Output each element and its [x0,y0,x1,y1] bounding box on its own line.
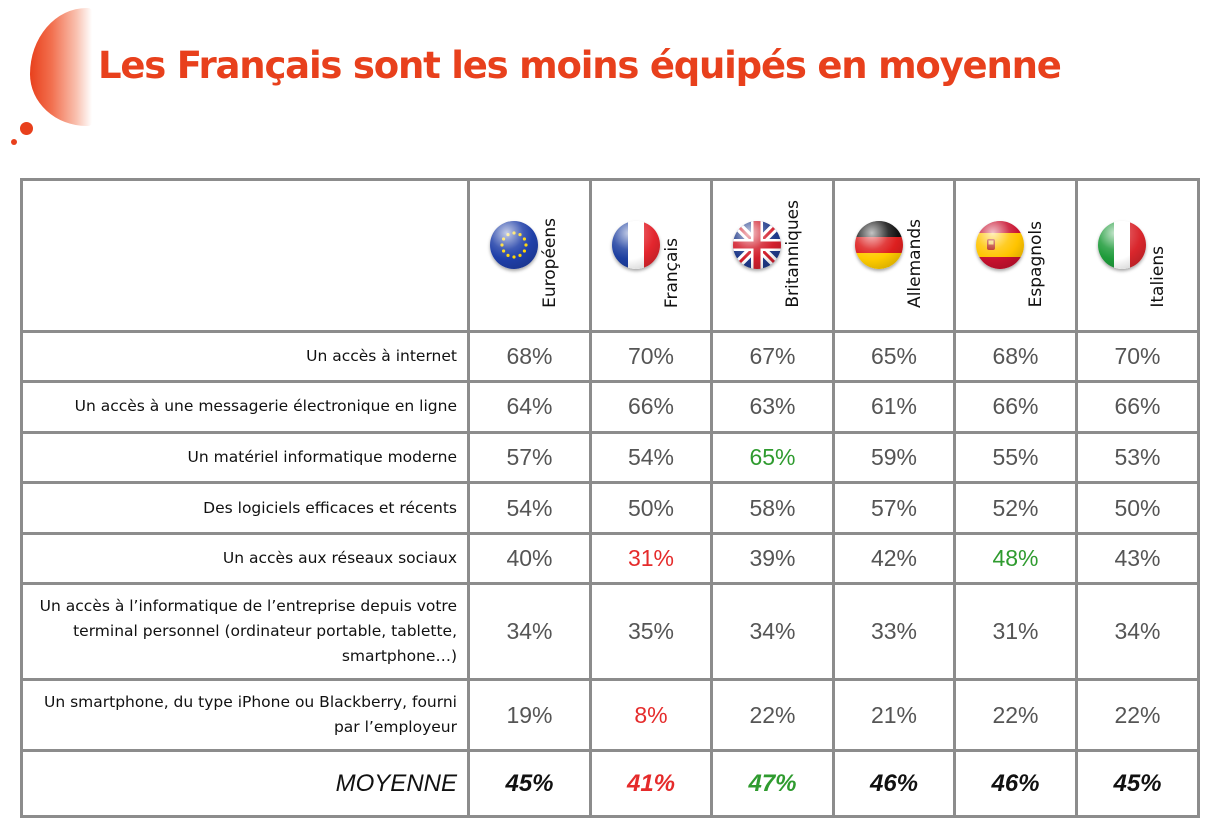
value-cell: 50% [589,481,713,535]
average-value: 45% [1075,749,1200,818]
row-label: Un accès aux réseaux sociaux [20,531,470,586]
value-cell: 54% [589,430,713,485]
row-label: Un matériel informatique moderne [20,430,470,485]
row-label: Un accès à l’informatique de l’entrepris… [20,582,470,682]
header-cell-espagnols: Espagnols [953,178,1078,333]
value-cell: 40% [467,531,592,586]
country-name: Français [662,237,682,308]
table-row: Un accès à internet 68% 70% 67% 65% 68% … [20,329,1200,384]
value-cell: 70% [1075,329,1200,384]
value-cell: 21% [832,678,956,753]
value-cell: 63% [710,380,835,434]
country-name: Allemands [905,218,925,308]
row-label: Des logiciels efficaces et récents [20,481,470,535]
value-cell-highlight-high: 65% [710,430,835,485]
decorative-dot [20,122,33,135]
value-cell: 34% [467,582,592,682]
decorative-dot-small [11,139,17,145]
average-value: 46% [953,749,1078,818]
value-cell: 34% [710,582,835,682]
header-empty-cell [20,178,470,333]
average-label: MOYENNE [20,749,470,818]
header-cell-allemands: Allemands [832,178,956,333]
value-cell: 43% [1075,531,1200,586]
table-row: Un accès à une messagerie électronique e… [20,380,1200,434]
header-cell-italiens: Italiens [1075,178,1200,333]
header-cell-britanniques: Britanniques [710,178,835,333]
row-label: Un smartphone, du type iPhone ou Blackbe… [20,678,470,753]
value-cell: 55% [953,430,1078,485]
table-row: Un accès à l’informatique de l’entrepris… [20,582,1200,682]
value-cell: 66% [589,380,713,434]
value-cell: 70% [589,329,713,384]
average-row: MOYENNE 45% 41% 47% 46% 46% 45% [20,749,1200,818]
value-cell: 59% [832,430,956,485]
decorative-drop-shape [30,8,92,126]
average-value: 46% [832,749,956,818]
row-label: Un accès à internet [20,329,470,384]
value-cell: 54% [467,481,592,535]
value-cell: 22% [953,678,1078,753]
country-name: Espagnols [1026,221,1046,308]
page-title: Les Français sont les moins équipés en m… [98,44,1062,87]
table-row: Des logiciels efficaces et récents 54% 5… [20,481,1200,535]
value-cell-highlight-high: 48% [953,531,1078,586]
value-cell: 66% [1075,380,1200,434]
value-cell: 61% [832,380,956,434]
value-cell: 68% [953,329,1078,384]
table-row: Un smartphone, du type iPhone ou Blackbe… [20,678,1200,753]
header-cell-europeens: Européens [467,178,592,333]
equipment-comparison-table: Européens Français [20,178,1200,818]
italy-flag-icon [1098,221,1146,269]
value-cell: 34% [1075,582,1200,682]
value-cell-highlight-low: 31% [589,531,713,586]
eu-flag-icon [490,221,538,269]
row-label: Un accès à une messagerie électronique e… [20,380,470,434]
value-cell: 67% [710,329,835,384]
average-value-highlight-low: 41% [589,749,713,818]
germany-flag-icon [855,221,903,269]
france-flag-icon [612,221,660,269]
value-cell: 22% [710,678,835,753]
spain-flag-icon [976,221,1024,269]
header-cell-francais: Français [589,178,713,333]
value-cell: 33% [832,582,956,682]
value-cell: 57% [467,430,592,485]
average-value-highlight-high: 47% [710,749,835,818]
value-cell-highlight-low: 8% [589,678,713,753]
value-cell: 19% [467,678,592,753]
value-cell: 31% [953,582,1078,682]
country-name: Européens [540,217,560,308]
table-row: Un matériel informatique moderne 57% 54%… [20,430,1200,485]
table-row: Un accès aux réseaux sociaux 40% 31% 39%… [20,531,1200,586]
country-name: Britanniques [783,200,803,308]
value-cell: 58% [710,481,835,535]
uk-flag-icon [733,221,781,269]
average-value: 45% [467,749,592,818]
value-cell: 68% [467,329,592,384]
value-cell: 57% [832,481,956,535]
value-cell: 53% [1075,430,1200,485]
value-cell: 22% [1075,678,1200,753]
value-cell: 42% [832,531,956,586]
value-cell: 50% [1075,481,1200,535]
value-cell: 35% [589,582,713,682]
value-cell: 39% [710,531,835,586]
value-cell: 65% [832,329,956,384]
value-cell: 66% [953,380,1078,434]
value-cell: 52% [953,481,1078,535]
header-row: Européens Français [20,178,1200,333]
country-name: Italiens [1148,246,1168,308]
value-cell: 64% [467,380,592,434]
